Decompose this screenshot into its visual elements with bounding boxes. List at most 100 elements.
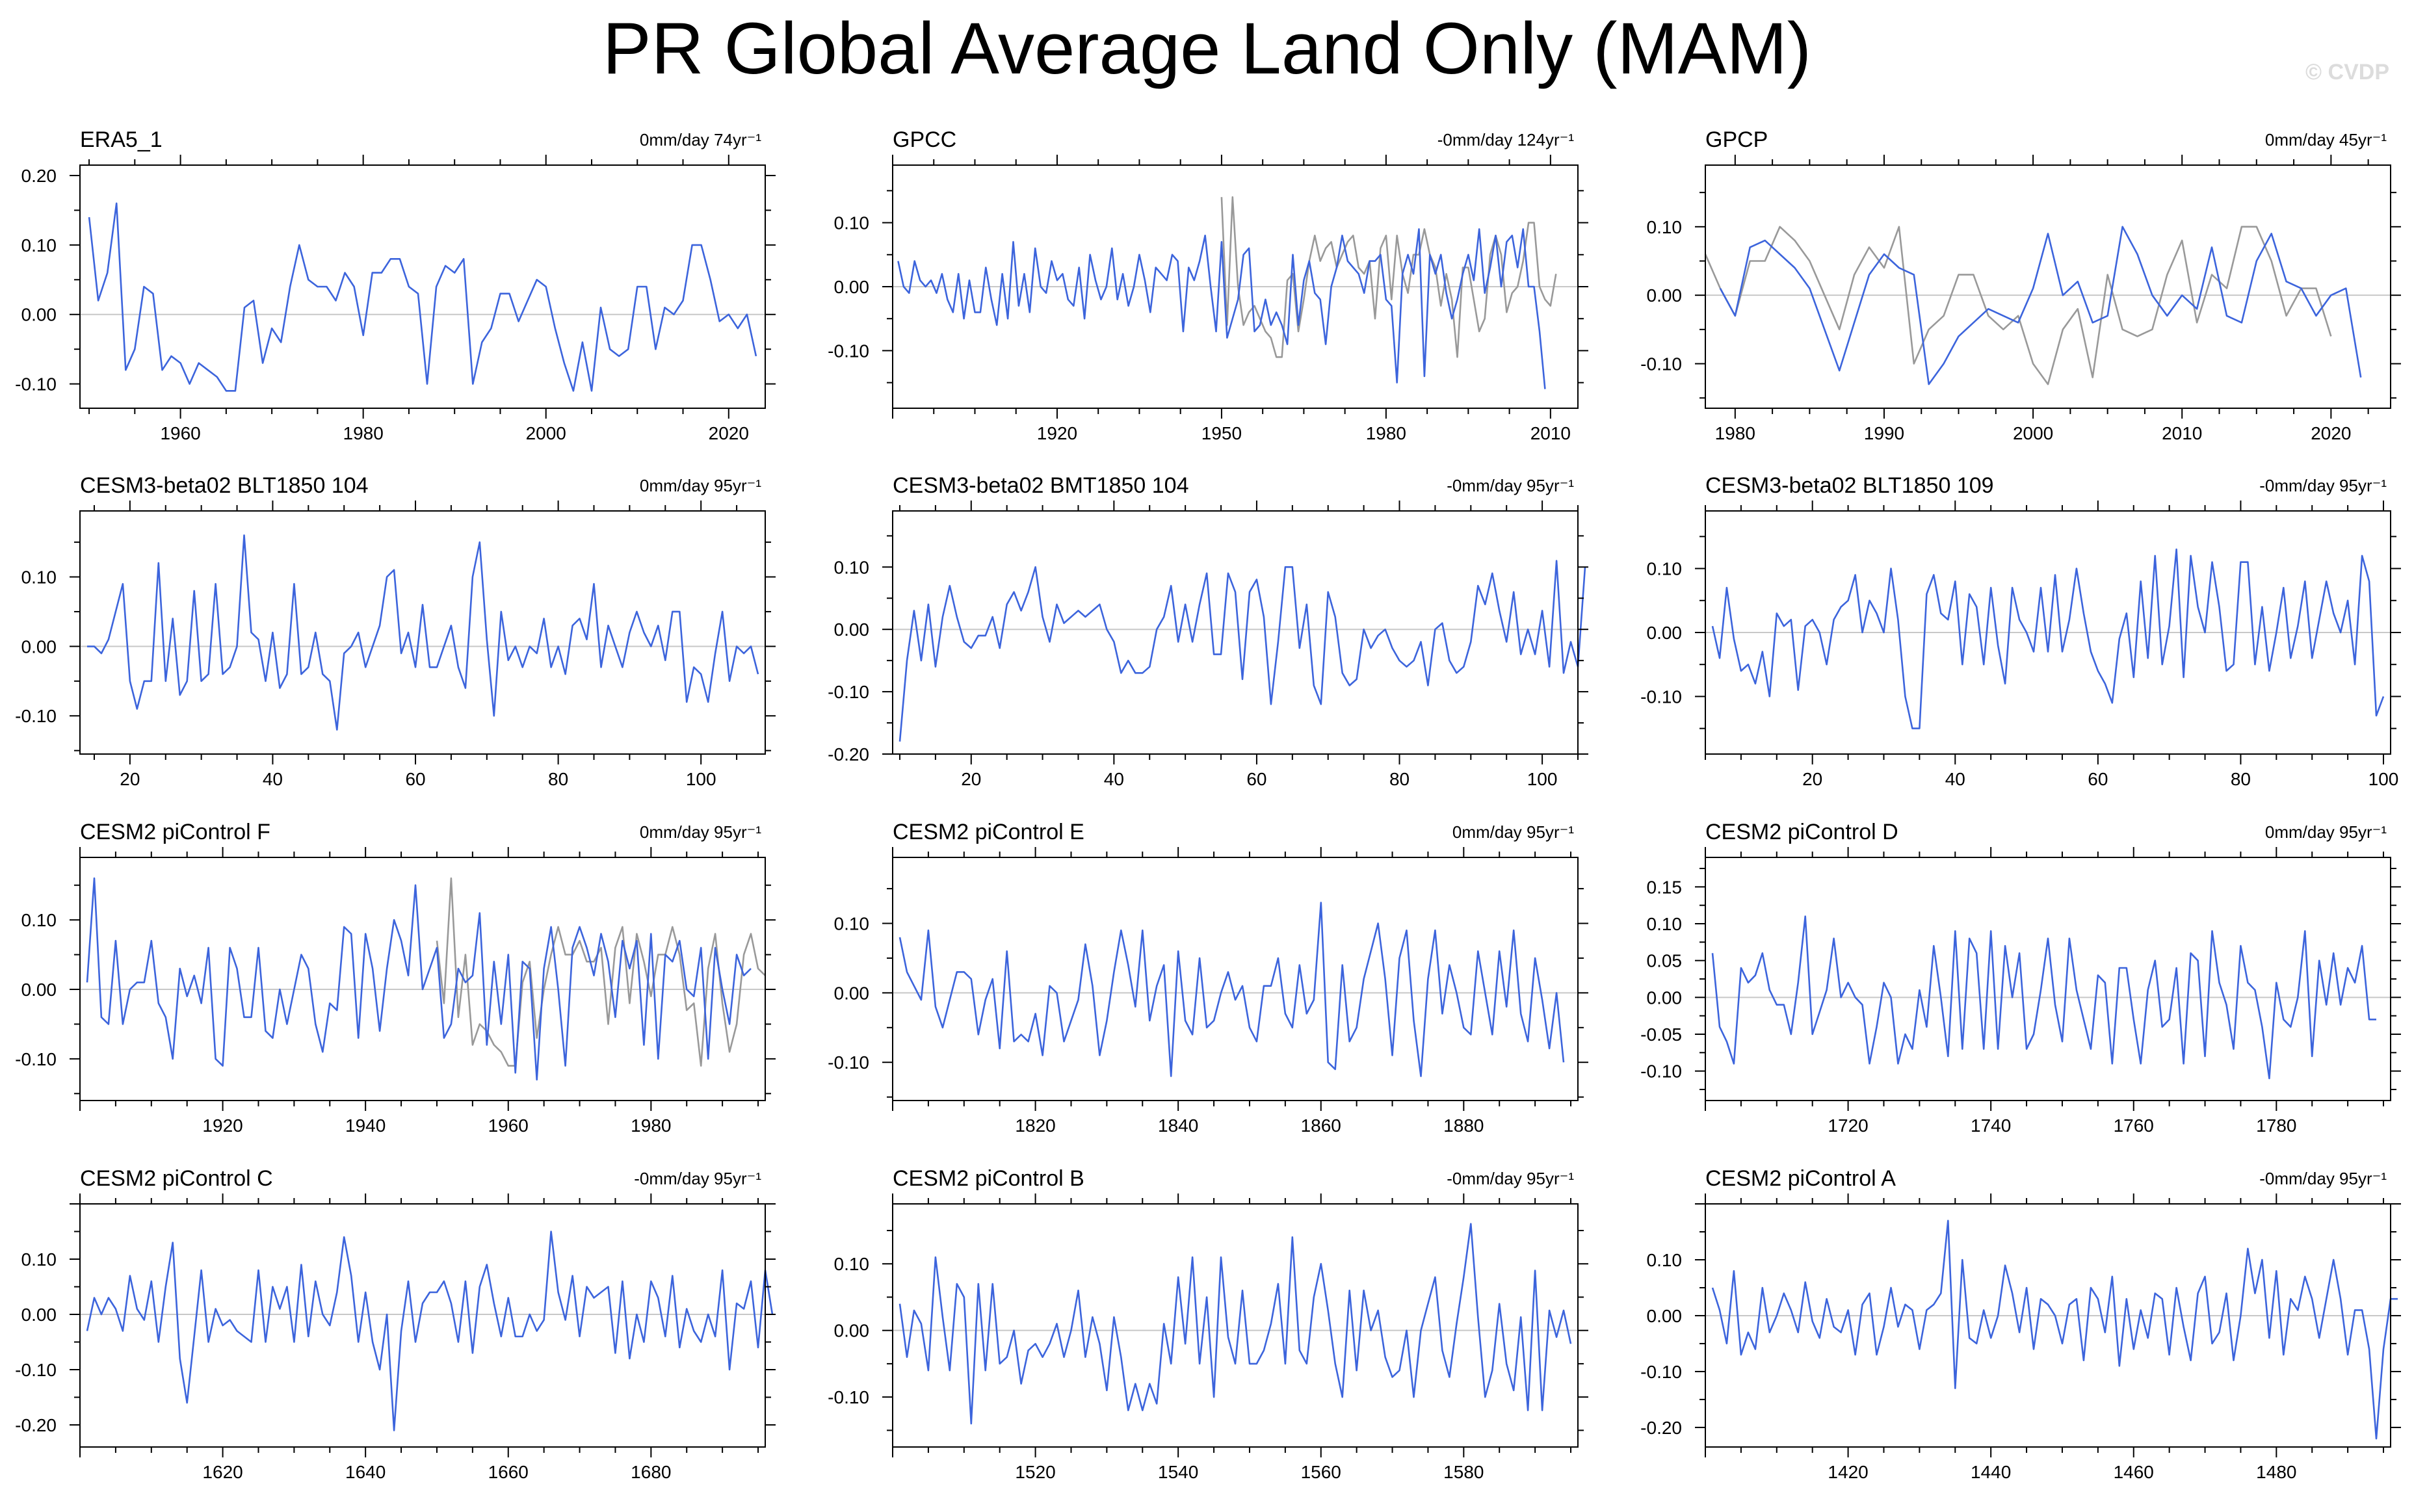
x-tick-label: 1820: [1015, 1115, 1055, 1136]
x-tick-label: 80: [2231, 769, 2251, 789]
trend-label: -0mm/day 95yr⁻¹: [634, 1169, 761, 1188]
series-line: [1711, 548, 2385, 729]
x-tick-label: 20: [1802, 769, 1822, 789]
x-tick-label: 1640: [345, 1462, 386, 1482]
series-line: [1719, 226, 2362, 385]
y-tick-label: 0.00: [1647, 987, 1683, 1008]
series-line: [1711, 1219, 2398, 1440]
y-tick-label: 0.00: [21, 305, 57, 325]
trend-label: 0mm/day 95yr⁻¹: [2265, 822, 2387, 842]
x-tick-label: 2020: [709, 423, 749, 443]
y-tick-label: 0.00: [834, 277, 870, 297]
x-tick-label: 60: [1246, 769, 1266, 789]
x-tick-label: 100: [1527, 769, 1558, 789]
x-tick-label: 1520: [1015, 1462, 1055, 1482]
trend-label: 0mm/day 74yr⁻¹: [640, 130, 761, 150]
x-tick-label: 40: [1945, 769, 1965, 789]
x-tick-label: 1980: [1366, 423, 1406, 443]
y-tick-label: -0.10: [828, 682, 869, 702]
y-tick-label: 0.10: [1647, 1250, 1683, 1270]
y-tick-label: -0.10: [1640, 1362, 1682, 1382]
series-line: [1704, 226, 2332, 385]
y-tick-label: -0.10: [1640, 686, 1682, 707]
x-tick-label: 80: [548, 769, 568, 789]
trend-label: -0mm/day 95yr⁻¹: [2259, 476, 2387, 495]
x-tick-label: 80: [1389, 769, 1410, 789]
series-line: [87, 534, 759, 731]
chart-panel: CESM2 piControl A -0mm/day 95yr⁻¹ 1420 1440…: [1640, 1166, 2401, 1482]
x-tick-label: 40: [263, 769, 283, 789]
x-tick-label: 1620: [202, 1462, 243, 1482]
x-tick-label: 1960: [488, 1115, 529, 1136]
chart-panel: CESM2 piControl B -0mm/day 95yr⁻¹ 1520 1540…: [828, 1166, 1588, 1482]
series-line: [899, 560, 1586, 742]
y-tick-label: 0.10: [834, 557, 870, 577]
y-tick-label: 0.10: [21, 910, 57, 930]
x-tick-label: 1580: [1443, 1462, 1484, 1482]
x-tick-label: 2020: [2311, 423, 2351, 443]
plot-frame: [79, 857, 766, 1101]
chart-panel: CESM3-beta02 BLT1850 104 0mm/day 95yr⁻¹ 20…: [15, 473, 776, 789]
y-tick-label: -0.05: [1640, 1024, 1682, 1045]
y-tick-label: 0.10: [21, 567, 57, 588]
x-tick-label: 1980: [343, 423, 384, 443]
x-tick-label: 1860: [1301, 1115, 1341, 1136]
x-tick-label: 1980: [1715, 423, 1755, 443]
series-line: [1711, 915, 2376, 1080]
x-tick-label: 1880: [1443, 1115, 1484, 1136]
y-tick-label: 0.20: [21, 166, 57, 186]
panel-title: CESM2 piControl B: [893, 1166, 1084, 1191]
plot-frame: [1705, 1203, 2391, 1448]
trend-label: 0mm/day 95yr⁻¹: [1452, 822, 1574, 842]
y-tick-label: 0.00: [1647, 285, 1683, 306]
chart-panel: GPCP 0mm/day 45yr⁻¹ 1980 1990 2000 2010 2020 -0…: [1640, 127, 2401, 443]
chart-panel: CESM2 piControl F 0mm/day 95yr⁻¹ 1920 1940 1…: [15, 820, 776, 1136]
panel-title: CESM2 piControl D: [1705, 820, 1898, 844]
x-tick-label: 1440: [1971, 1462, 2011, 1482]
plot-frame: [79, 510, 766, 755]
x-tick-label: 2000: [2013, 423, 2053, 443]
chart-panel: GPCC -0mm/day 124yr⁻¹ 1920 1950 1980 2010 -0.1…: [828, 127, 1588, 443]
x-tick-label: 1920: [1037, 423, 1077, 443]
y-tick-label: 0.10: [1647, 559, 1683, 579]
panel-title: CESM2 piControl A: [1705, 1166, 1896, 1191]
cvdp-credit: © CVDP: [2305, 60, 2389, 85]
x-tick-label: 1660: [488, 1462, 529, 1482]
x-tick-label: 1950: [1201, 423, 1242, 443]
trend-label: -0mm/day 124yr⁻¹: [1437, 130, 1575, 150]
x-tick-label: 1720: [1828, 1115, 1868, 1136]
chart-panel: CESM3-beta02 BLT1850 109 -0mm/day 95yr⁻¹ 2…: [1640, 473, 2401, 789]
plot-frame: [892, 857, 1579, 1101]
y-tick-label: 0.05: [1647, 951, 1683, 971]
x-tick-label: 1980: [631, 1115, 671, 1136]
y-tick-label: -0.10: [828, 1052, 869, 1073]
y-tick-label: 0.10: [834, 914, 870, 934]
y-tick-label: 0.00: [21, 636, 57, 657]
x-tick-label: 1780: [2256, 1115, 2296, 1136]
y-tick-label: 0.00: [21, 1305, 57, 1325]
y-tick-label: 0.15: [1647, 877, 1683, 897]
trend-label: -0mm/day 95yr⁻¹: [1447, 476, 1574, 495]
y-tick-label: -0.10: [15, 1360, 57, 1380]
panel-title: CESM3-beta02 BLT1850 104: [80, 473, 369, 498]
panel-title: ERA5_1: [80, 127, 163, 152]
panel-title: CESM2 piControl F: [80, 820, 270, 844]
chart-panel: CESM2 piControl D 0mm/day 95yr⁻¹ 1720 1740 1…: [1640, 820, 2401, 1136]
x-tick-label: 1920: [202, 1115, 243, 1136]
y-tick-label: 0.00: [834, 619, 870, 640]
y-tick-label: 0.00: [1647, 623, 1683, 643]
y-tick-label: -0.10: [1640, 354, 1682, 374]
panel-title: CESM3-beta02 BMT1850 104: [893, 473, 1188, 498]
chart-panel: CESM2 piControl C -0mm/day 95yr⁻¹ 1620 1640…: [15, 1166, 776, 1482]
y-tick-label: 0.10: [834, 213, 870, 233]
panel-title: CESM2 piControl E: [893, 820, 1084, 844]
plot-frame: [1705, 164, 2391, 409]
series-line: [899, 1223, 1572, 1425]
panel-title: GPCC: [893, 127, 956, 152]
y-tick-label: -0.20: [15, 1415, 57, 1435]
x-tick-label: 1420: [1828, 1462, 1868, 1482]
y-tick-label: 0.10: [1647, 914, 1683, 934]
x-tick-label: 1990: [1864, 423, 1904, 443]
x-tick-label: 1740: [1971, 1115, 2011, 1136]
